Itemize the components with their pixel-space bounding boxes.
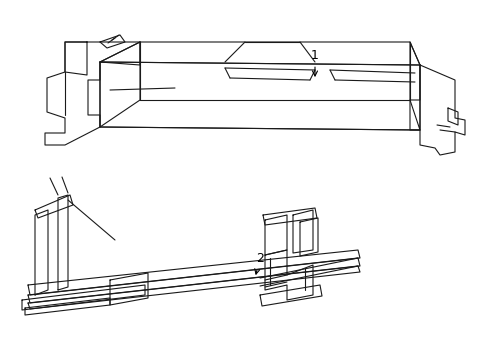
Polygon shape: [110, 273, 148, 305]
Polygon shape: [28, 250, 359, 295]
Polygon shape: [264, 215, 286, 255]
Polygon shape: [447, 108, 457, 125]
Polygon shape: [299, 218, 317, 256]
Polygon shape: [22, 285, 145, 310]
Polygon shape: [58, 195, 68, 290]
Polygon shape: [409, 42, 419, 130]
Text: 1: 1: [310, 49, 318, 76]
Polygon shape: [100, 42, 140, 127]
Polygon shape: [260, 285, 321, 306]
Polygon shape: [292, 210, 312, 253]
Polygon shape: [263, 208, 316, 225]
Polygon shape: [264, 250, 312, 300]
Polygon shape: [35, 210, 48, 295]
Polygon shape: [45, 42, 140, 145]
Polygon shape: [35, 195, 73, 218]
Polygon shape: [65, 42, 87, 75]
Polygon shape: [100, 62, 419, 130]
Text: 2: 2: [254, 252, 264, 274]
Polygon shape: [409, 65, 464, 155]
Polygon shape: [28, 266, 359, 309]
Polygon shape: [28, 258, 359, 303]
Polygon shape: [25, 298, 110, 315]
